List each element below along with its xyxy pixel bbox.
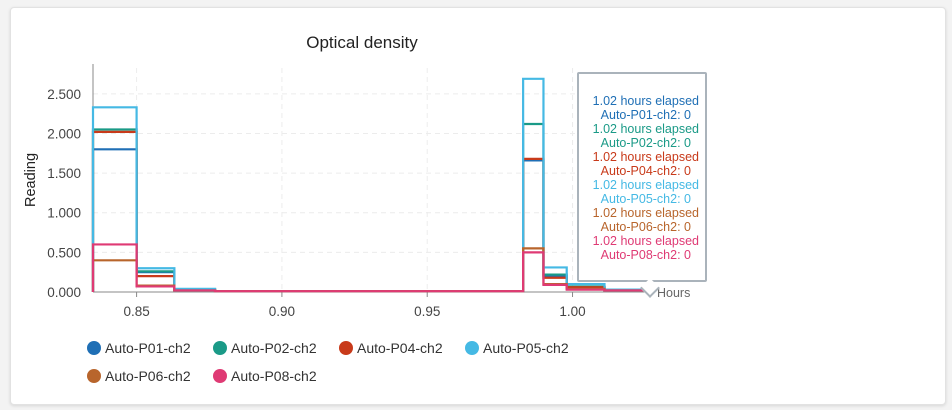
tooltip-value-label: Auto-P06-ch2: 0 [600, 220, 691, 234]
tooltip-time-label: 1.02 hours elapsed [592, 150, 699, 164]
legend-item-auto-p02-ch2[interactable]: Auto-P02-ch2 [213, 338, 339, 358]
tooltip-value-label: Auto-P04-ch2: 0 [600, 164, 691, 178]
legend-marker-icon [339, 341, 353, 355]
tooltip-time-label: 1.02 hours elapsed [592, 178, 699, 192]
y-tick-label: 2.000 [47, 126, 81, 141]
x-tick-label: 1.00 [559, 304, 585, 319]
legend-marker-icon [87, 369, 101, 383]
x-tick-label: 0.95 [414, 304, 440, 319]
y-tick-label: 0.000 [47, 285, 81, 300]
legend-item-auto-p04-ch2[interactable]: Auto-P04-ch2 [339, 338, 465, 358]
legend-label: Auto-P02-ch2 [231, 340, 317, 356]
legend-marker-icon [213, 369, 227, 383]
series-line-auto-p08-ch2[interactable] [91, 243, 653, 293]
tooltip-time-label: 1.02 hours elapsed [592, 94, 699, 108]
legend-marker-icon [465, 341, 479, 355]
x-axis-label: Hours [657, 286, 690, 300]
legend-item-auto-p05-ch2[interactable]: Auto-P05-ch2 [465, 338, 591, 358]
tooltip-value-label: Auto-P02-ch2: 0 [600, 136, 691, 150]
tooltip-value-label: Auto-P08-ch2: 0 [600, 248, 691, 262]
tooltip-time-label: 1.02 hours elapsed [592, 122, 699, 136]
tooltip-entry: 1.02 hours elapsed Auto-P02-ch2: 0 [579, 122, 705, 150]
tooltip-time-label: 1.02 hours elapsed [592, 206, 699, 220]
tooltip-time-label: 1.02 hours elapsed [592, 234, 699, 248]
legend-label: Auto-P04-ch2 [357, 340, 443, 356]
y-tick-label: 1.000 [47, 206, 81, 221]
chart-legend: Auto-P01-ch2 Auto-P02-ch2 Auto-P04-ch2 Auto… [87, 338, 627, 386]
tooltip-entry: 1.02 hours elapsed Auto-P01-ch2: 0 [579, 94, 705, 122]
legend-item-auto-p01-ch2[interactable]: Auto-P01-ch2 [87, 338, 213, 358]
tooltip-entry: 1.02 hours elapsed Auto-P04-ch2: 0 [579, 150, 705, 178]
tooltip-entry: 1.02 hours elapsed Auto-P08-ch2: 0 [579, 234, 705, 262]
legend-label: Auto-P06-ch2 [105, 368, 191, 384]
chart-card: Optical density 0.000 0.500 1.000 1.500 2.000… [10, 7, 946, 405]
y-axis-label: Reading [23, 153, 39, 207]
series-line-auto-p05-ch2[interactable] [91, 77, 653, 293]
y-tick-label: 1.500 [47, 166, 81, 181]
chart-tooltip: 1.02 hours elapsed Auto-P01-ch2: 0 1.02 ho… [577, 72, 707, 298]
tooltip-value-label: Auto-P01-ch2: 0 [600, 108, 691, 122]
tooltip-entry: 1.02 hours elapsed Auto-P06-ch2: 0 [579, 206, 705, 234]
x-tick-label: 0.85 [123, 304, 149, 319]
legend-item-auto-p06-ch2[interactable]: Auto-P06-ch2 [87, 366, 213, 386]
chart-title: Optical density [306, 33, 418, 52]
chart-svg: Optical density 0.000 0.500 1.000 1.500 2.000… [23, 33, 690, 319]
legend-marker-icon [213, 341, 227, 355]
legend-label: Auto-P01-ch2 [105, 340, 191, 356]
legend-label: Auto-P05-ch2 [483, 340, 569, 356]
y-tick-label: 0.500 [47, 245, 81, 260]
legend-marker-icon [87, 341, 101, 355]
tooltip-entry: 1.02 hours elapsed Auto-P05-ch2: 0 [579, 178, 705, 206]
legend-label: Auto-P08-ch2 [231, 368, 317, 384]
y-tick-label: 2.500 [47, 87, 81, 102]
legend-item-auto-p08-ch2[interactable]: Auto-P08-ch2 [213, 366, 339, 386]
x-tick-label: 0.90 [269, 304, 295, 319]
tooltip-value-label: Auto-P05-ch2: 0 [600, 192, 691, 206]
